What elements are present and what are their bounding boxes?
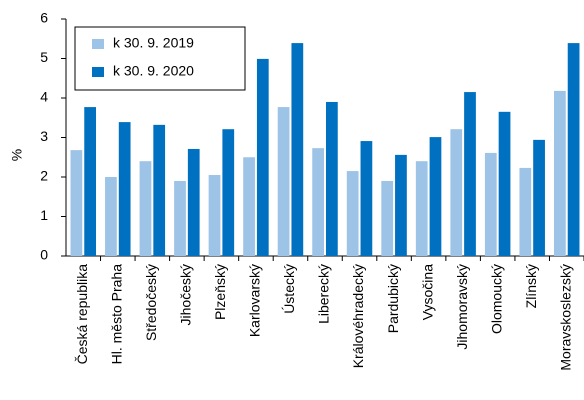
x-tick-label: Středočeský (143, 264, 159, 341)
x-tick-label: Ústecký (281, 264, 297, 314)
x-tick-label: Vysočina (419, 264, 435, 321)
bar (498, 111, 511, 256)
bar (277, 107, 290, 257)
x-tick-label: Olomoucký (488, 264, 504, 334)
bar (70, 150, 83, 256)
bar (312, 148, 324, 256)
bar (208, 175, 221, 256)
y-axis-label: % (9, 149, 25, 161)
bar (326, 101, 338, 256)
bar (174, 180, 186, 256)
bar (533, 139, 545, 256)
bar (256, 58, 269, 256)
bar (360, 141, 373, 256)
bar (381, 180, 394, 256)
x-tick-label: Královéhradecký (350, 264, 366, 368)
bar (222, 129, 235, 256)
legend-box (74, 26, 246, 91)
legend-swatch (92, 67, 104, 77)
bar (567, 43, 580, 256)
bar (553, 90, 566, 256)
x-tick-label: Plzeňský (212, 264, 228, 320)
bar (187, 148, 200, 256)
bar (291, 43, 304, 256)
x-tick-label: Liberecký (316, 264, 332, 324)
bar (139, 161, 152, 256)
x-tick-label: Jihomoravský (454, 264, 470, 350)
bar (450, 129, 463, 256)
x-tick-label: Moravskoslezský (557, 264, 573, 371)
y-tick-label: 4 (40, 89, 48, 105)
x-tick-label: Jihočeský (178, 264, 194, 325)
y-tick-label: 6 (40, 10, 48, 26)
legend-label: k 30. 9. 2019 (113, 35, 194, 51)
bar (118, 122, 131, 256)
bar (346, 171, 359, 256)
legend-label: k 30. 9. 2020 (113, 63, 194, 79)
y-tick-label: 2 (40, 168, 48, 184)
bar (484, 152, 497, 256)
x-tick-label: Česká republika (74, 264, 90, 365)
bar (429, 137, 442, 256)
x-tick-label: Pardubický (385, 264, 401, 333)
x-tick-label: Zlínský (523, 264, 539, 308)
y-tick-label: 0 (40, 247, 48, 263)
bar (84, 107, 97, 257)
x-tick-label: Hl. město Praha (109, 264, 125, 365)
bar (519, 167, 532, 256)
bar (153, 124, 166, 256)
y-tick-label: 1 (40, 207, 48, 223)
y-tick-label: 5 (40, 49, 48, 65)
x-tick-label: Karlovarský (247, 264, 263, 337)
bar (105, 177, 117, 256)
bar (395, 154, 407, 256)
legend-swatch (92, 39, 104, 49)
bar (243, 157, 255, 256)
bar (415, 161, 428, 256)
bar (464, 92, 476, 256)
y-tick-label: 3 (40, 128, 48, 144)
